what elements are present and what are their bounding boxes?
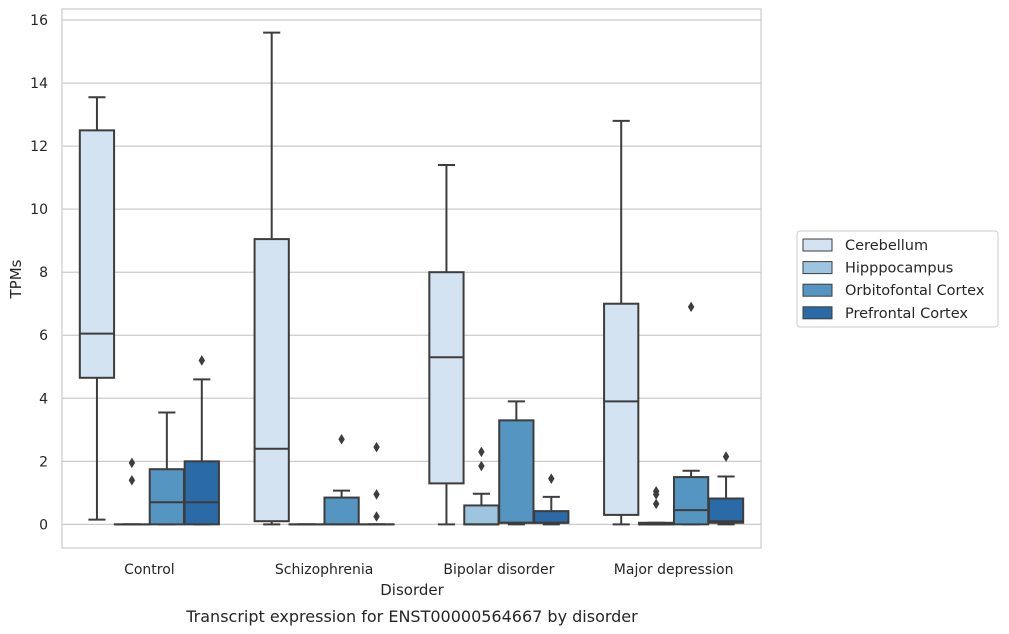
- y-tick-label: 16: [30, 13, 48, 29]
- y-tick-label: 0: [39, 517, 48, 533]
- box-group: [428, 164, 465, 526]
- outlier-point: [548, 473, 555, 484]
- y-tick-label: 10: [30, 202, 48, 218]
- box-group: [672, 301, 710, 526]
- box: [533, 510, 570, 524]
- legend-label: Cerebellum: [845, 238, 928, 254]
- box-plot-series: [78, 31, 745, 526]
- box: [428, 271, 465, 485]
- outlier-point: [373, 489, 380, 500]
- box: [463, 504, 500, 526]
- outlier-point: [652, 498, 660, 510]
- outlier-point: [128, 457, 136, 469]
- box-group: [78, 96, 116, 521]
- y-tick-label: 2: [39, 454, 48, 470]
- series-cerebellum: [78, 31, 640, 526]
- x-tick-label: Control: [124, 562, 175, 578]
- box-group: [603, 119, 640, 526]
- box-group: [253, 31, 290, 526]
- legend-frame: [796, 230, 999, 328]
- outlier-point: [478, 460, 485, 472]
- y-tick-label: 8: [39, 265, 48, 281]
- box: [672, 476, 710, 526]
- series-orbitofontal-cortex: [148, 301, 710, 526]
- outlier-point: [373, 511, 380, 522]
- box: [498, 419, 535, 524]
- x-tick-label: Bipolar disorder: [443, 562, 554, 578]
- box-group: [638, 485, 675, 526]
- legend-label: Hipppocampus: [845, 261, 953, 277]
- outlier-point: [338, 433, 345, 445]
- y-tick-label: 4: [39, 391, 48, 407]
- legend-swatch: [802, 261, 833, 275]
- x-axis-title: Disorder: [380, 581, 444, 599]
- legend: Cerebellum Hipppocampus Orbitofontal Corte…: [796, 230, 999, 328]
- y-tick-label: 12: [30, 139, 48, 155]
- series-prefrontal-cortex: [183, 355, 745, 526]
- box-group: [113, 457, 151, 526]
- x-tick-label: Major depression: [614, 562, 734, 578]
- x-axis-ticks: Control Schizophrenia Bipolar disorder Majo…: [124, 562, 733, 578]
- legend-swatch: [802, 283, 833, 297]
- box: [253, 238, 290, 523]
- outlier-point: [687, 301, 695, 313]
- y-tick-label: 6: [39, 328, 48, 344]
- box-group: [323, 433, 360, 526]
- box-group: [358, 441, 395, 526]
- outlier-point: [478, 446, 485, 458]
- outlier-point: [128, 474, 136, 486]
- legend-swatch: [802, 238, 833, 252]
- legend-swatch: [802, 306, 833, 320]
- box: [183, 460, 220, 526]
- box: [148, 468, 185, 526]
- box-group: [498, 400, 535, 526]
- outlier-point: [198, 355, 206, 366]
- gridlines: [62, 19, 761, 525]
- box: [323, 496, 360, 526]
- series-hipppocampus: [113, 446, 675, 526]
- outlier-point: [373, 441, 380, 453]
- legend-label: Prefrontal Cortex: [845, 306, 968, 322]
- box: [78, 129, 116, 379]
- box-group: [148, 411, 185, 526]
- box: [603, 302, 640, 516]
- outlier-point: [722, 451, 730, 462]
- legend-label: Orbitofontal Cortex: [845, 283, 985, 299]
- x-tick-label: Schizophrenia: [275, 562, 373, 578]
- y-axis-title: TPMs: [7, 259, 25, 299]
- box: [707, 497, 745, 524]
- outlier-point: [652, 485, 660, 497]
- plot-area-frame: [61, 8, 762, 549]
- box-group: [463, 446, 500, 526]
- box-group: [533, 473, 570, 526]
- y-axis-ticks: 0 2 4 6 8 10 12 14 16: [30, 13, 48, 533]
- box-group: [707, 451, 745, 526]
- chart-caption: Transcript expression for ENST0000056466…: [185, 607, 638, 626]
- box-group: [183, 355, 220, 526]
- y-tick-label: 14: [30, 76, 48, 92]
